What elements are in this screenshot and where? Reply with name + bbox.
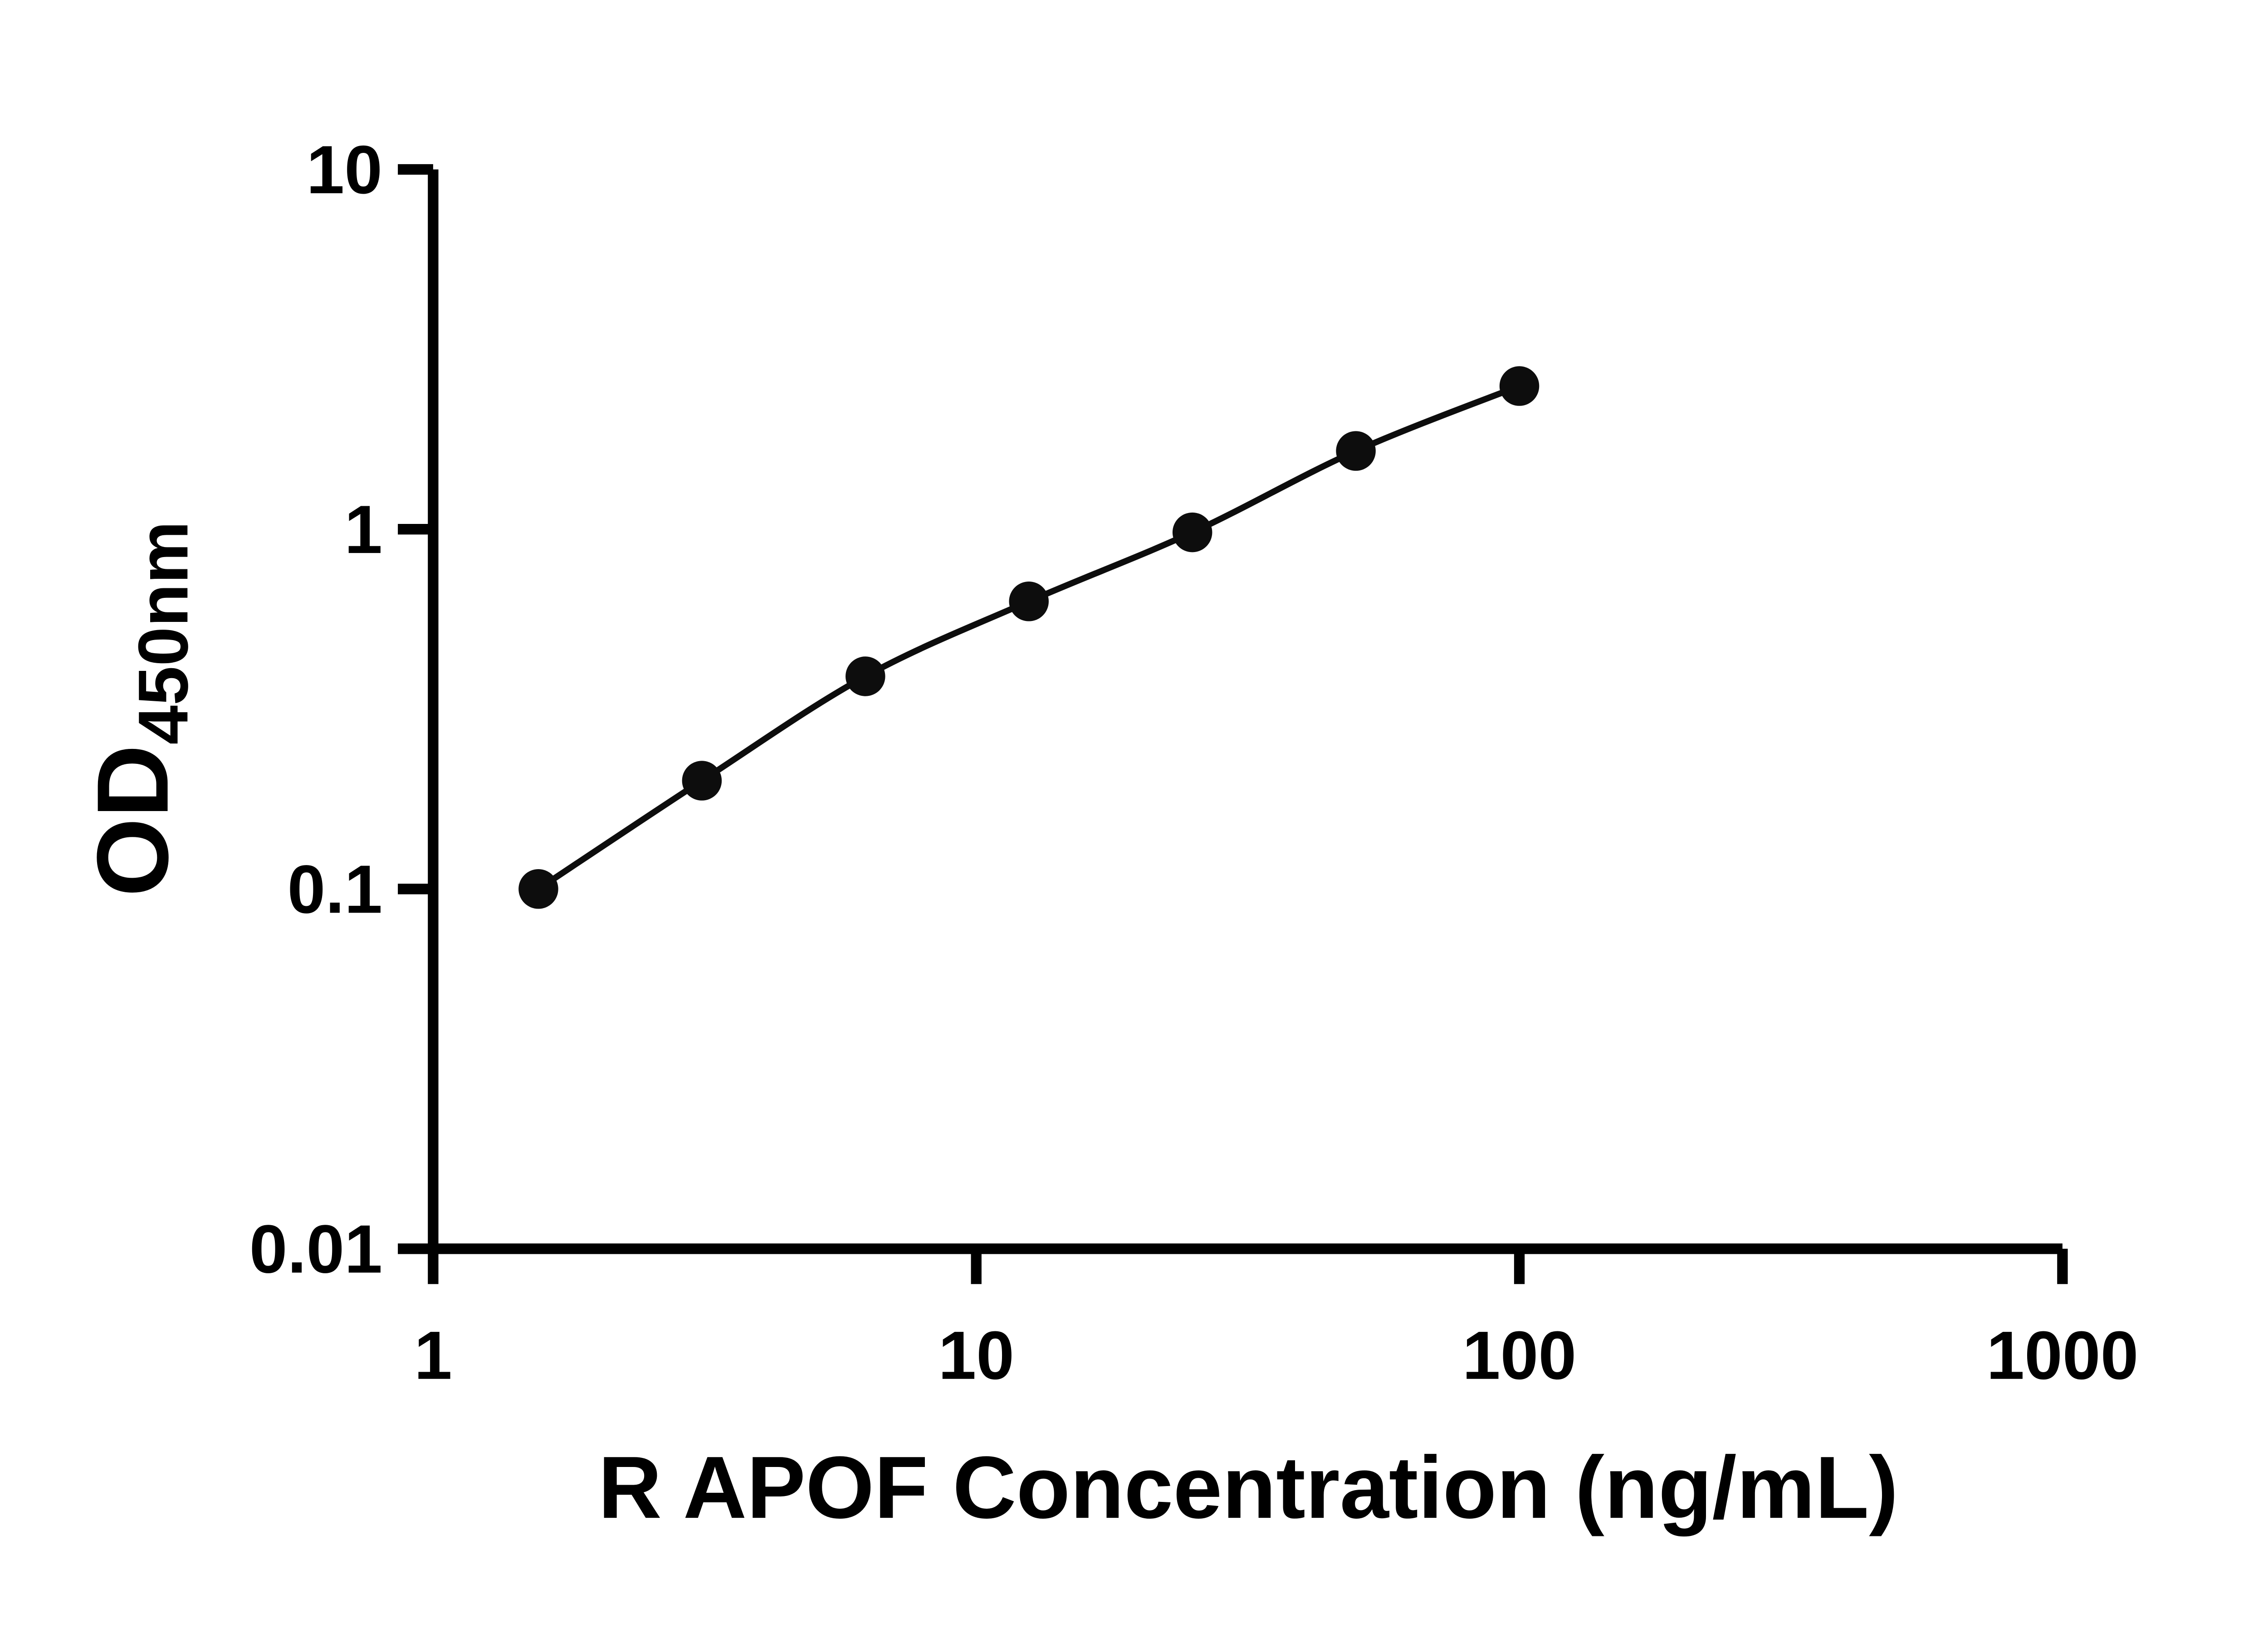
x-axis-title: R APOF Concentration (ng/mL) [598,1438,1898,1537]
data-point [1336,431,1376,471]
axis-tick-labels: 0.01 0.1 1 10 1 10 100 1000 [249,132,2139,1393]
x-tick-label: 10 [938,1317,1014,1393]
axis-lines [428,169,2063,1254]
x-tick-label: 1 [414,1317,452,1393]
y-tick-label: 0.1 [288,851,383,927]
y-axis-title-main: OD [77,744,190,896]
axis-ticks [398,164,2068,1284]
y-tick-label: 1 [344,491,382,567]
y-tick-label: 0.01 [249,1211,382,1287]
x-tick-label: 100 [1462,1317,1576,1393]
data-series [518,366,1540,909]
data-point [1172,512,1212,552]
data-point [1499,366,1540,406]
data-point [1009,582,1049,621]
x-tick-label: 1000 [1986,1317,2138,1393]
plot-axes [428,169,2063,1254]
y-axis-title-subscript: 450nm [123,521,202,745]
data-point [682,761,722,801]
data-point [518,869,558,909]
y-axis-title: OD450nm [77,521,203,897]
data-point [846,656,885,696]
y-tick-label: 10 [306,132,382,208]
